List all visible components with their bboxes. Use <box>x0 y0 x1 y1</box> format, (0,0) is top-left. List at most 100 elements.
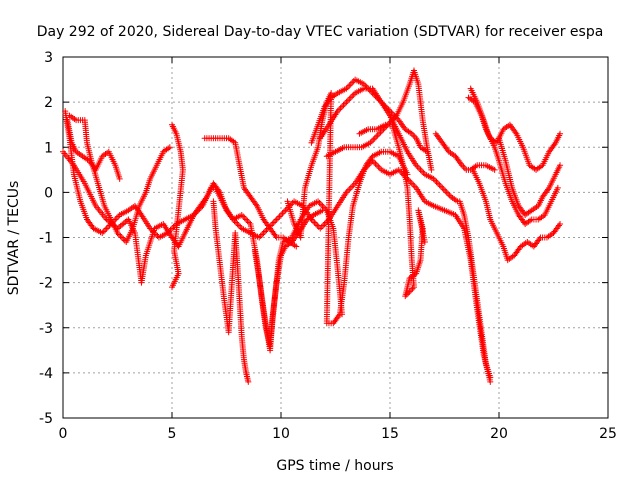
series-sat-e <box>169 121 186 291</box>
data-point <box>276 213 283 220</box>
data-point <box>314 222 321 229</box>
series-sat-d <box>66 112 173 246</box>
data-point <box>260 229 267 236</box>
y-tick-label: 3 <box>44 50 53 66</box>
series-sat-h <box>251 207 326 354</box>
data-point <box>117 232 124 239</box>
y-tick-label: -1 <box>39 231 53 247</box>
x-tick-label: 20 <box>490 426 508 442</box>
y-axis-label: SDTVAR / TECUs <box>6 181 22 296</box>
series-sat-l <box>323 67 435 173</box>
data-point <box>100 228 107 235</box>
data-point <box>282 207 289 214</box>
data-point <box>418 168 425 175</box>
series-sat-n <box>432 130 498 173</box>
data-point <box>317 225 324 232</box>
data-point <box>410 181 417 188</box>
data-points <box>60 67 564 385</box>
y-tick-label: -2 <box>39 276 53 292</box>
data-point <box>120 236 127 243</box>
y-tick-label: 1 <box>44 140 53 156</box>
data-point <box>491 166 498 173</box>
data-point <box>373 133 380 140</box>
data-point <box>439 184 446 191</box>
data-point <box>375 163 382 170</box>
data-point <box>279 210 286 217</box>
data-point <box>417 166 424 173</box>
x-tick-label: 5 <box>168 426 177 442</box>
data-point <box>442 187 449 194</box>
data-point <box>434 180 441 187</box>
data-point <box>278 211 284 218</box>
data-point <box>280 208 287 215</box>
data-point <box>337 105 344 112</box>
data-point <box>557 130 564 137</box>
data-point <box>370 136 377 143</box>
y-tick-label: 2 <box>44 95 53 111</box>
data-point <box>373 162 380 169</box>
data-point <box>421 239 428 246</box>
y-tick-label: -3 <box>39 321 53 337</box>
data-point <box>113 214 120 221</box>
data-point <box>275 214 282 221</box>
data-point <box>244 217 251 224</box>
data-point <box>343 99 350 106</box>
series-sat-m <box>356 121 428 300</box>
data-point <box>349 183 356 190</box>
data-point <box>273 216 280 223</box>
x-tick-label: 10 <box>272 426 290 442</box>
data-point <box>311 219 318 226</box>
data-point <box>316 199 323 206</box>
series-sat-q <box>469 166 564 264</box>
data-point <box>262 228 269 235</box>
data-point <box>339 103 346 110</box>
data-point <box>410 132 417 139</box>
data-point <box>118 234 125 241</box>
data-point <box>461 165 468 172</box>
data-point <box>257 232 264 239</box>
y-tick-label: -5 <box>39 411 53 427</box>
data-point <box>341 100 348 107</box>
series-sat-g <box>210 198 252 385</box>
data-point <box>347 184 354 191</box>
data-point <box>150 228 157 235</box>
x-tick-label: 0 <box>59 426 68 442</box>
x-tick-label: 25 <box>599 426 617 442</box>
data-point <box>293 243 300 250</box>
data-point <box>232 219 239 226</box>
data-point <box>487 374 494 381</box>
data-point <box>346 96 353 103</box>
data-point <box>554 184 561 191</box>
data-point <box>347 81 354 88</box>
data-point <box>347 94 354 101</box>
x-axis-label: GPS time / hours <box>276 458 393 474</box>
data-point <box>318 223 325 230</box>
series-sat-r <box>496 135 564 218</box>
data-point <box>443 189 450 196</box>
data-point <box>245 378 252 385</box>
data-point <box>103 225 110 232</box>
data-point <box>372 160 379 167</box>
data-point <box>166 144 173 151</box>
data-point <box>243 216 250 223</box>
data-point <box>312 220 319 227</box>
data-point <box>374 132 381 139</box>
series-sat-f <box>201 135 300 250</box>
axis-ticks: 0 5 10 15 20 25 -5 -4 -3 -2 -1 0 1 2 3 <box>39 50 617 442</box>
data-point <box>371 135 378 142</box>
data-point <box>349 93 356 100</box>
data-point <box>557 162 564 169</box>
data-point <box>344 97 351 104</box>
y-tick-label: -4 <box>39 366 53 382</box>
data-point <box>557 220 564 227</box>
data-point <box>321 220 328 227</box>
data-point <box>416 165 423 172</box>
series-sat-i <box>284 90 411 327</box>
data-point <box>116 175 123 182</box>
data-point <box>319 207 326 214</box>
data-point <box>234 220 241 227</box>
data-point <box>433 178 440 185</box>
data-point <box>346 82 353 89</box>
data-point <box>272 217 279 224</box>
